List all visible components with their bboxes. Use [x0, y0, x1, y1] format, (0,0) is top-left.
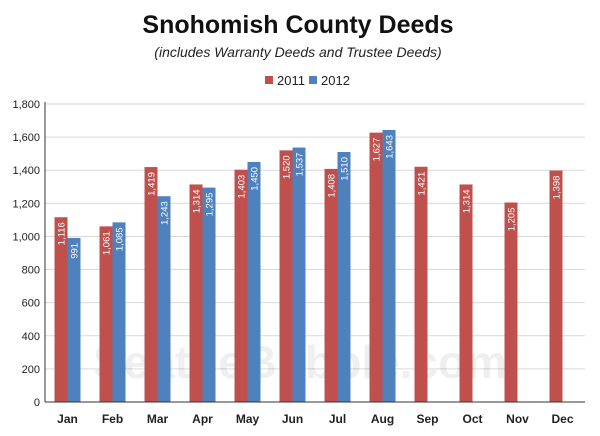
- bar-2012-mar: [157, 196, 171, 402]
- y-tick-label: 1,000: [12, 231, 40, 243]
- x-tick-label: Sep: [416, 412, 438, 426]
- legend-label-2011: 2011: [277, 73, 305, 88]
- y-tick-label: 1,400: [12, 165, 40, 177]
- x-tick-label: Oct: [462, 412, 482, 426]
- bar-2012-feb: [112, 222, 126, 402]
- data-label: 1,061: [102, 231, 113, 255]
- x-tick-label: Jul: [329, 412, 346, 426]
- x-tick-label: Dec: [551, 412, 573, 426]
- x-tick-label: Aug: [371, 412, 394, 426]
- bar-2011-aug: [369, 132, 383, 402]
- data-label: 1,085: [115, 227, 126, 251]
- bar-2011-dec: [549, 170, 563, 402]
- y-tick-label: 400: [22, 331, 40, 343]
- data-label: 1,205: [507, 208, 518, 232]
- y-tick-label: 200: [22, 364, 40, 376]
- data-label: 1,421: [417, 172, 428, 196]
- data-label: 1,537: [295, 153, 306, 177]
- y-tick-label: 1,200: [12, 198, 40, 210]
- x-tick-label: Feb: [102, 412, 123, 426]
- data-label: 991: [70, 243, 81, 259]
- legend-label-2012: 2012: [321, 73, 350, 88]
- gridlines: [45, 103, 585, 370]
- legend-swatch-2012: [309, 76, 317, 84]
- bar-2011-jun: [279, 150, 293, 402]
- data-label: 1,398: [552, 176, 563, 200]
- data-label: 1,510: [340, 157, 351, 181]
- bar-2011-oct: [459, 184, 473, 402]
- x-tick-label: Jun: [282, 412, 303, 426]
- y-tick-label: 800: [22, 265, 40, 277]
- chart-title: Snohomish County Deeds: [142, 11, 453, 39]
- chart-subtitle: (includes Warranty Deeds and Trustee Dee…: [154, 44, 441, 60]
- legend-swatch-2011: [265, 76, 273, 84]
- data-label: 1,627: [372, 138, 383, 162]
- data-label: 1,116: [57, 222, 68, 245]
- bar-2012-jun: [292, 147, 306, 402]
- bar-2011-nov: [504, 202, 518, 402]
- x-tick-label: Apr: [192, 412, 213, 426]
- data-label: 1,408: [327, 174, 338, 198]
- x-tick-label: May: [236, 412, 260, 426]
- data-label: 1,243: [160, 201, 171, 225]
- x-tick-label: Mar: [147, 412, 169, 426]
- data-label: 1,419: [147, 172, 158, 196]
- bar-2012-may: [247, 161, 261, 402]
- data-label: 1,643: [385, 135, 396, 159]
- data-label: 1,314: [462, 189, 473, 213]
- bar-2011-mar: [144, 167, 158, 402]
- bar-2012-jul: [337, 152, 351, 402]
- y-tick-label: 1,800: [12, 99, 40, 111]
- bar-2012-aug: [382, 129, 396, 402]
- legend: 2011 2012: [265, 73, 350, 88]
- data-label: 1,295: [205, 193, 216, 217]
- bar-2011-jan: [54, 217, 68, 402]
- bars: [54, 129, 563, 402]
- x-tick-label: Jan: [57, 412, 78, 426]
- bar-2011-jul: [324, 168, 338, 402]
- axes: 0 200 400 600 800 1,000 1,200 1,400 1,600 1,800 Ja…: [12, 99, 585, 426]
- bar-2011-feb: [99, 226, 113, 402]
- y-tick-label: 600: [22, 298, 40, 310]
- data-label: 1,450: [250, 167, 261, 191]
- x-tick-label: Nov: [506, 412, 529, 426]
- y-tick-label: 1,600: [12, 132, 40, 144]
- data-label: 1,314: [192, 189, 203, 213]
- bar-2011-sep: [414, 166, 428, 402]
- bar-2011-apr: [189, 184, 203, 402]
- y-tick-label: 0: [34, 397, 40, 409]
- bar-2011-may: [234, 169, 248, 402]
- data-label: 1,520: [282, 155, 293, 179]
- bar-2012-jan: [67, 237, 81, 402]
- data-label: 1,403: [237, 175, 248, 199]
- bar-2012-apr: [202, 187, 216, 402]
